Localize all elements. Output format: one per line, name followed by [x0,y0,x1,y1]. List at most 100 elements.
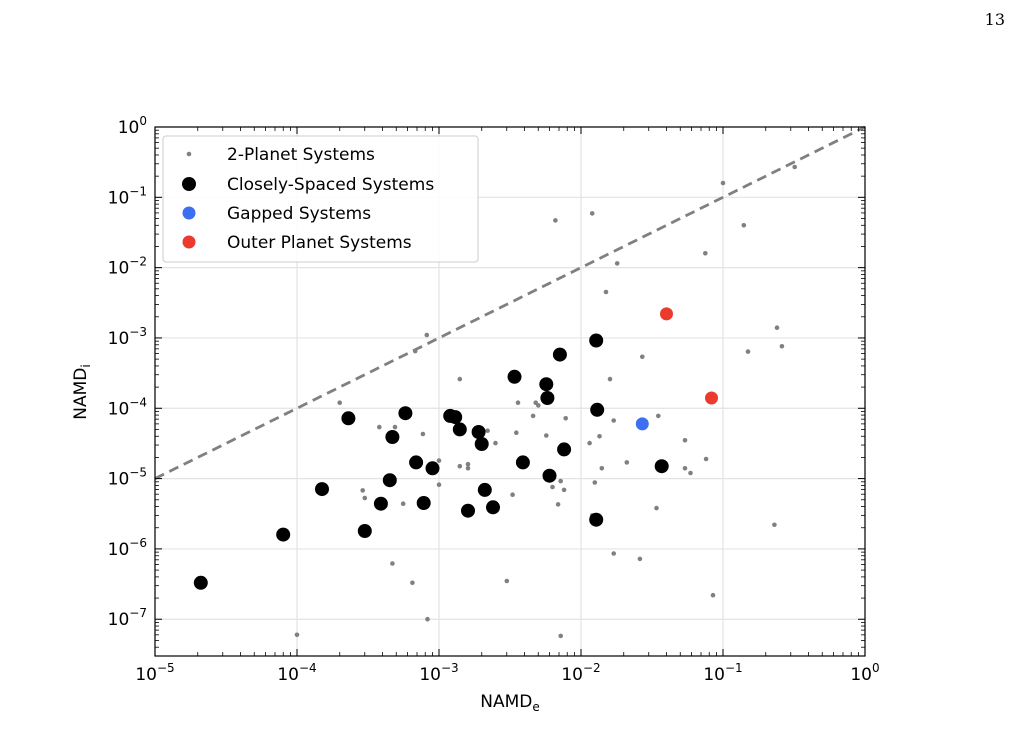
data-point [420,431,426,437]
y-tick-label-base: 10 [108,540,130,560]
x-tick-label-base: 10 [850,665,872,685]
data-point [703,456,709,462]
data-point [611,551,616,556]
data-point [745,349,751,354]
data-points [193,164,797,639]
y-tick-label-exponent: −7 [129,606,147,620]
y-tick-label-base: 10 [118,118,140,138]
data-point [587,440,592,446]
data-point [603,289,609,295]
data-point [561,487,567,493]
data-point [553,218,558,223]
data-point [416,496,431,510]
data-point [362,495,368,501]
data-point [599,466,605,471]
data-point [515,455,530,470]
data-point [392,424,398,430]
data-point [654,459,669,474]
data-point [424,332,430,338]
data-point [410,580,415,586]
data-point [385,430,400,444]
data-point [656,413,661,419]
data-point [558,478,563,484]
series-1 [193,333,669,590]
data-point [337,400,343,406]
x-tick-label-base: 10 [135,665,157,685]
data-point [471,425,486,439]
data-point [555,502,561,507]
data-point [607,376,613,382]
data-point [507,369,522,384]
data-point [590,402,605,417]
legend-label-outer-planet: Outer Planet Systems [227,233,412,253]
data-point [504,578,510,584]
x-tick-label-base: 10 [277,665,299,685]
legend-marker-closely-spaced [182,177,196,191]
legend-box [162,135,479,263]
data-point [465,461,471,467]
legend-marker-outer-planet [182,235,196,249]
data-point [486,500,500,515]
data-point [390,561,395,566]
data-point [341,411,356,426]
data-point [539,377,554,392]
data-point [640,354,645,360]
data-point [425,616,430,622]
data-point [557,442,572,457]
legend-marker-2-planet [186,151,192,157]
y-tick-label-base: 10 [108,470,130,490]
data-point [357,524,372,538]
data-point [436,482,442,488]
x-tick-label: 10−1 [703,661,742,685]
data-point [294,632,300,638]
data-point [425,461,440,476]
x-tick-label: 10−4 [277,661,316,685]
data-point [382,473,397,488]
data-point [774,325,780,331]
axis-ticks [154,126,866,657]
data-point [510,492,515,498]
x-tick-label-exponent: −2 [583,661,601,675]
data-point [688,470,693,476]
x-tick-label-exponent: −5 [157,661,175,675]
data-point [741,223,747,228]
page-number: 13 [984,10,1005,29]
data-point [448,410,463,425]
x-tick-label-exponent: −3 [441,661,459,675]
data-point [589,211,595,216]
x-axis-label-base: NAMD [480,692,532,712]
data-point [536,403,541,408]
y-tick-label-exponent: −1 [129,184,147,198]
data-point [558,633,563,639]
y-tick-label-base: 10 [108,188,130,208]
x-tick-label-exponent: 0 [872,661,880,675]
data-point [682,438,688,443]
data-point [589,333,604,348]
data-point [611,418,616,423]
y-tick-label-exponent: −5 [129,466,147,480]
data-point [563,416,568,421]
data-point [465,466,471,471]
x-tick-labels: 10−5 10−4 10−3 10−2 10−1 100 [135,661,879,685]
data-point [276,527,291,542]
plot-frame [154,126,866,657]
y-tick-label-exponent: −4 [129,395,147,409]
x-tick-label: 10−2 [561,661,600,685]
data-point [544,433,549,438]
data-point [457,463,463,469]
y-axis-label-subscript: i [79,364,93,367]
data-point [710,592,716,598]
data-point [614,261,620,266]
data-point [592,480,598,485]
x-tick-label: 100 [850,661,879,685]
y-tick-label: 10−1 [108,184,147,208]
data-point [720,180,726,186]
reference-line-group [154,125,866,480]
x-axis-label: NAMDe [480,692,540,714]
y-tick-label-exponent: −3 [129,325,147,339]
y-tick-label: 10−4 [108,395,147,419]
data-point [514,430,519,436]
y-tick-label: 10−7 [108,606,147,630]
data-point [654,505,659,511]
